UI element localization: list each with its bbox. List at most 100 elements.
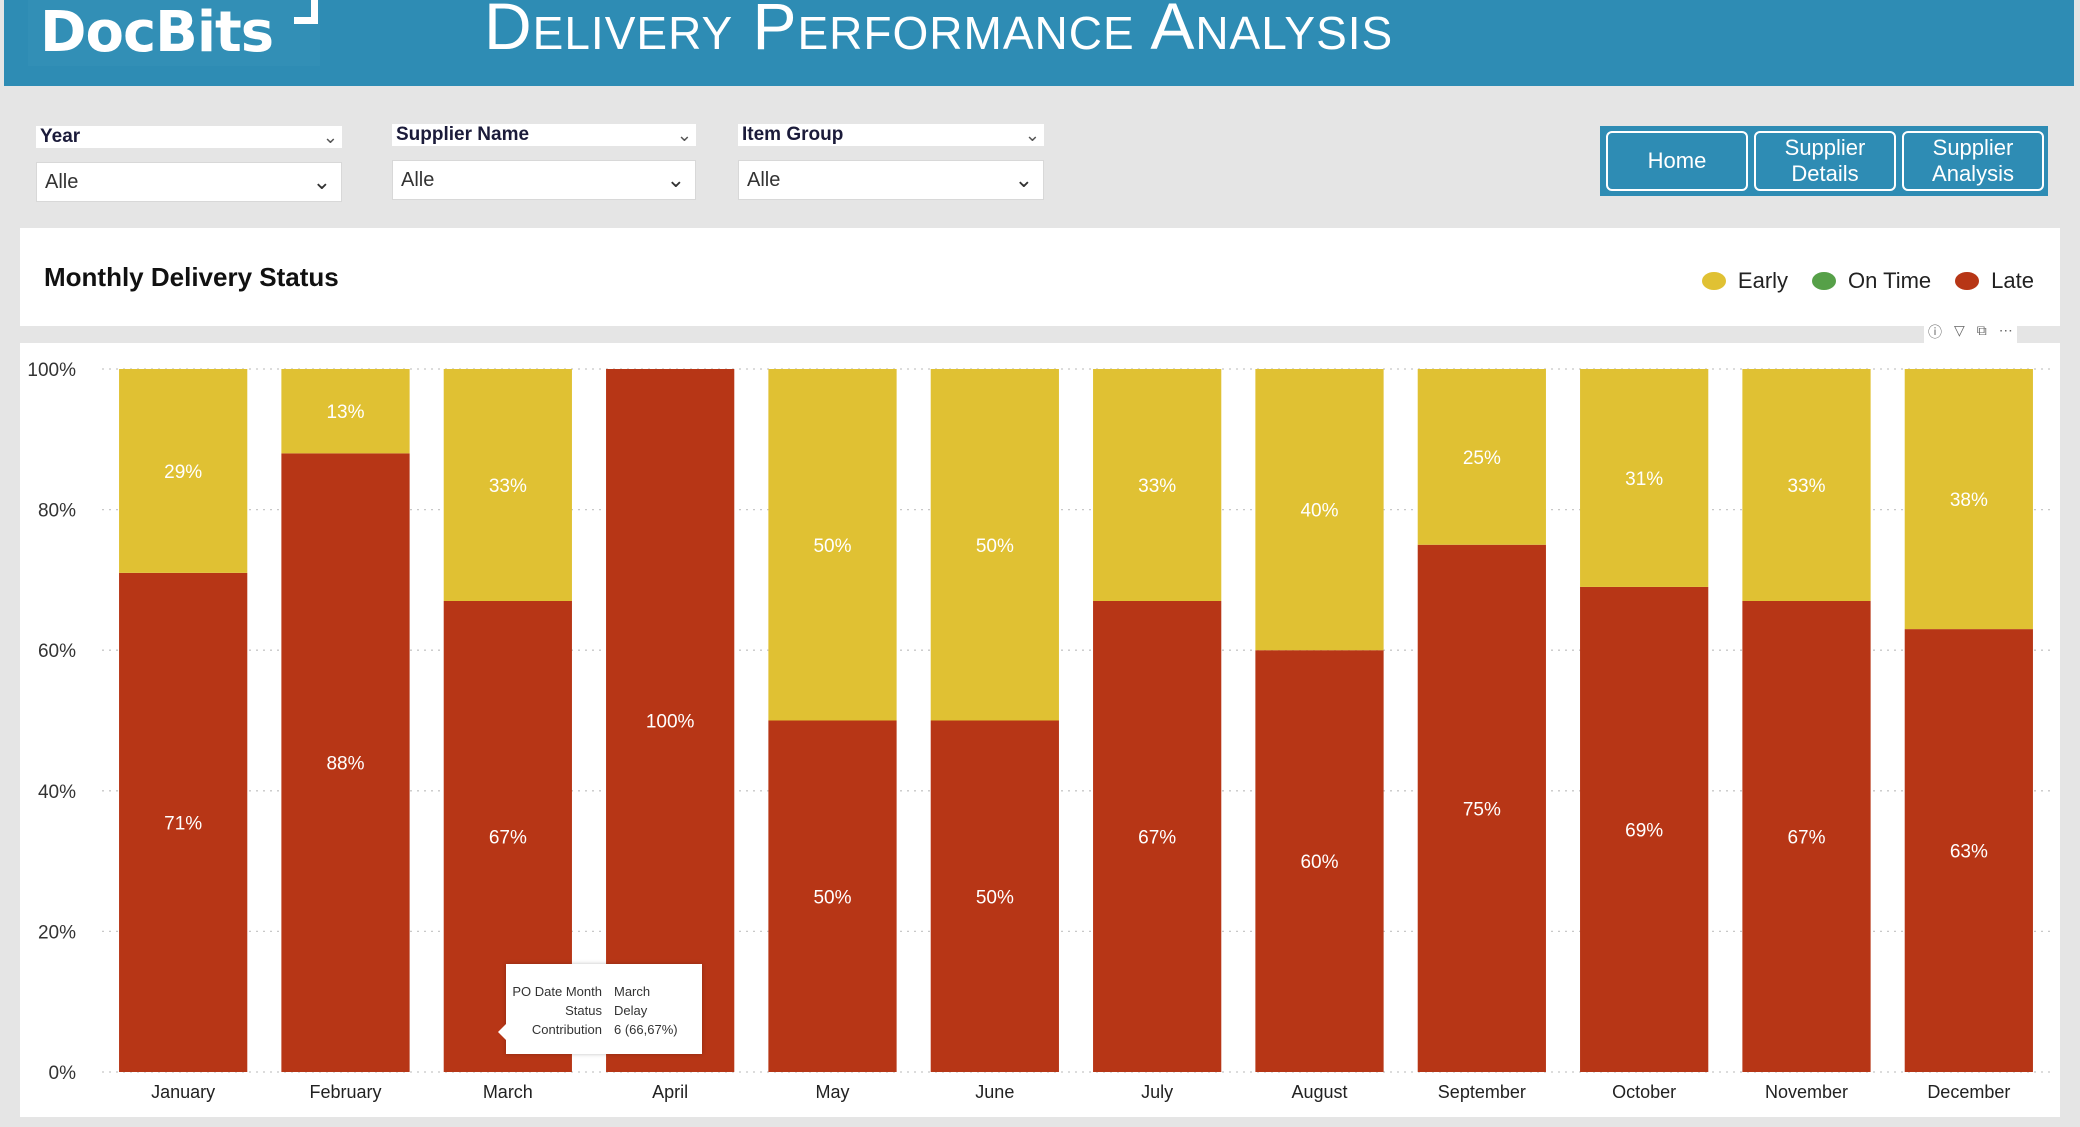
data-label: 100% (646, 712, 695, 733)
data-label: 50% (813, 536, 851, 557)
chevron-down-icon[interactable]: ⌄ (322, 127, 338, 147)
x-axis: January February March April May June July Augu… (151, 1082, 2010, 1102)
bar-late[interactable] (606, 369, 735, 1072)
bar-late[interactable] (1742, 600, 1871, 1072)
x-tick-label: March (483, 1082, 533, 1102)
monthly-delivery-chart: 0% 20% 40% 60% 80% 100% 71% 29% 88% 13% 67% 33% 100… (27, 360, 2050, 1102)
header-banner: DocBits Delivery Performance Analysis (4, 0, 2074, 86)
data-label: 25% (1463, 448, 1501, 469)
bar-late[interactable] (1904, 629, 2033, 1072)
legend-label: On Time (1848, 268, 1932, 293)
bar-late[interactable] (1580, 586, 1709, 1072)
dropdown-value: Alle (401, 169, 435, 191)
data-label: 67% (489, 827, 527, 848)
data-label: 13% (326, 402, 364, 423)
x-tick-label: April (652, 1082, 688, 1102)
supplier-analysis-button[interactable]: Supplier Analysis (1902, 131, 2044, 191)
focus-mode-icon[interactable]: ⧉ (1976, 322, 1987, 338)
data-label: 60% (1300, 852, 1338, 873)
bar-late[interactable] (1417, 544, 1546, 1072)
legend-label: Early (1737, 268, 1789, 293)
slicer-header-item-group[interactable]: Item Group ⌄ (738, 124, 1044, 146)
more-options-icon[interactable]: ⋯ (1998, 322, 2013, 338)
x-tick-label: July (1141, 1082, 1173, 1102)
y-tick-label: 20% (38, 922, 76, 943)
visual-header-toolbar: ⓘ ▽ ⧉ ⋯ (1924, 322, 2017, 344)
chevron-down-icon[interactable]: ⌄ (1024, 125, 1040, 145)
data-label: 67% (1787, 827, 1825, 848)
bar-early[interactable] (119, 369, 248, 573)
tooltip-pointer (498, 1024, 506, 1040)
bar-late[interactable] (1093, 600, 1222, 1072)
legend-swatch-late (1955, 272, 1980, 290)
data-label: 71% (164, 813, 202, 834)
tooltip-row: PO Date Month March (506, 982, 702, 1001)
data-label: 69% (1625, 820, 1663, 841)
y-tick-label: 40% (38, 782, 76, 803)
chevron-down-icon[interactable]: ⌄ (676, 125, 692, 145)
chevron-down-icon[interactable]: ⌄ (1014, 167, 1033, 192)
legend-item-early[interactable]: Early (1701, 268, 1789, 294)
dropdown-value: Alle (45, 171, 79, 193)
chart-title: Monthly Delivery Status (44, 262, 339, 292)
data-label: 33% (1138, 476, 1176, 497)
data-label: 40% (1300, 501, 1338, 522)
chevron-down-icon[interactable]: ⌄ (312, 169, 331, 194)
tooltip-row: Status Delay (506, 1001, 702, 1020)
data-label: 31% (1625, 469, 1663, 490)
bar-early[interactable] (1255, 369, 1384, 651)
chart-gridlines (102, 368, 2050, 1073)
supplier-details-button[interactable]: Supplier Details (1754, 131, 1896, 191)
bar-early[interactable] (281, 369, 410, 454)
home-button[interactable]: Home (1606, 131, 1748, 191)
y-tick-label: 80% (38, 501, 76, 522)
chevron-down-icon[interactable]: ⌄ (666, 167, 685, 192)
bar-late[interactable] (1255, 650, 1384, 1072)
y-axis: 0% 20% 40% 60% 80% 100% (27, 360, 76, 1084)
y-tick-label: 100% (27, 360, 76, 381)
x-tick-label: February (309, 1082, 381, 1102)
x-tick-label: May (815, 1082, 849, 1102)
bar-early[interactable] (443, 369, 572, 601)
slicer-header-supplier-name[interactable]: Supplier Name ⌄ (392, 124, 696, 146)
bar-late[interactable] (119, 572, 248, 1072)
x-tick-label: June (975, 1082, 1014, 1102)
bar-late[interactable] (281, 453, 410, 1072)
y-tick-label: 60% (38, 641, 76, 662)
bar-early[interactable] (1904, 369, 2033, 630)
year-dropdown[interactable]: Alle ⌄ (36, 162, 342, 202)
legend-item-on-time[interactable]: On Time (1812, 268, 1931, 294)
data-label: 75% (1463, 799, 1501, 820)
supplier-name-dropdown[interactable]: Alle ⌄ (392, 160, 696, 200)
bar-early[interactable] (930, 369, 1059, 721)
chart-tooltip: PO Date Month March Status Delay Contrib… (498, 964, 702, 1054)
legend-item-late[interactable]: Late (1955, 268, 2034, 294)
tooltip-value: Delay (614, 1003, 648, 1018)
slicer-header-year[interactable]: Year ⌄ (36, 126, 342, 148)
bar-early[interactable] (1093, 369, 1222, 601)
data-label: 50% (976, 887, 1014, 908)
chart-legend: Early On Time Late (1701, 268, 2034, 294)
chart-card-header: Monthly Delivery Status Early On Time La… (20, 228, 2060, 326)
bar-late[interactable] (768, 720, 897, 1073)
navigation-bar: Home Supplier Details Supplier Analysis (1600, 126, 2048, 196)
tooltip-key: PO Date Month (512, 984, 602, 999)
tooltip-key: Status (565, 1003, 602, 1018)
info-icon[interactable]: ⓘ (1928, 324, 1942, 340)
data-labels: 71% 29% 88% 13% 67% 33% 100% 50% 50% 50% 50% 67% 33%… (164, 402, 1988, 908)
bar-early[interactable] (1417, 369, 1546, 545)
bar-early[interactable] (1580, 369, 1709, 587)
data-label: 50% (813, 887, 851, 908)
item-group-dropdown[interactable]: Alle ⌄ (738, 160, 1044, 200)
data-label: 88% (326, 754, 364, 775)
logo-corner-mark (294, 0, 318, 24)
bar-early[interactable] (1742, 369, 1871, 601)
filter-icon[interactable]: ▽ (1954, 322, 1965, 338)
bar-late[interactable] (930, 720, 1059, 1073)
page-title: Delivery Performance Analysis (484, 0, 1394, 63)
slicer-label: Year (40, 126, 81, 147)
dropdown-value: Alle (747, 169, 781, 191)
data-label: 67% (1138, 827, 1176, 848)
bar-early[interactable] (768, 369, 897, 721)
